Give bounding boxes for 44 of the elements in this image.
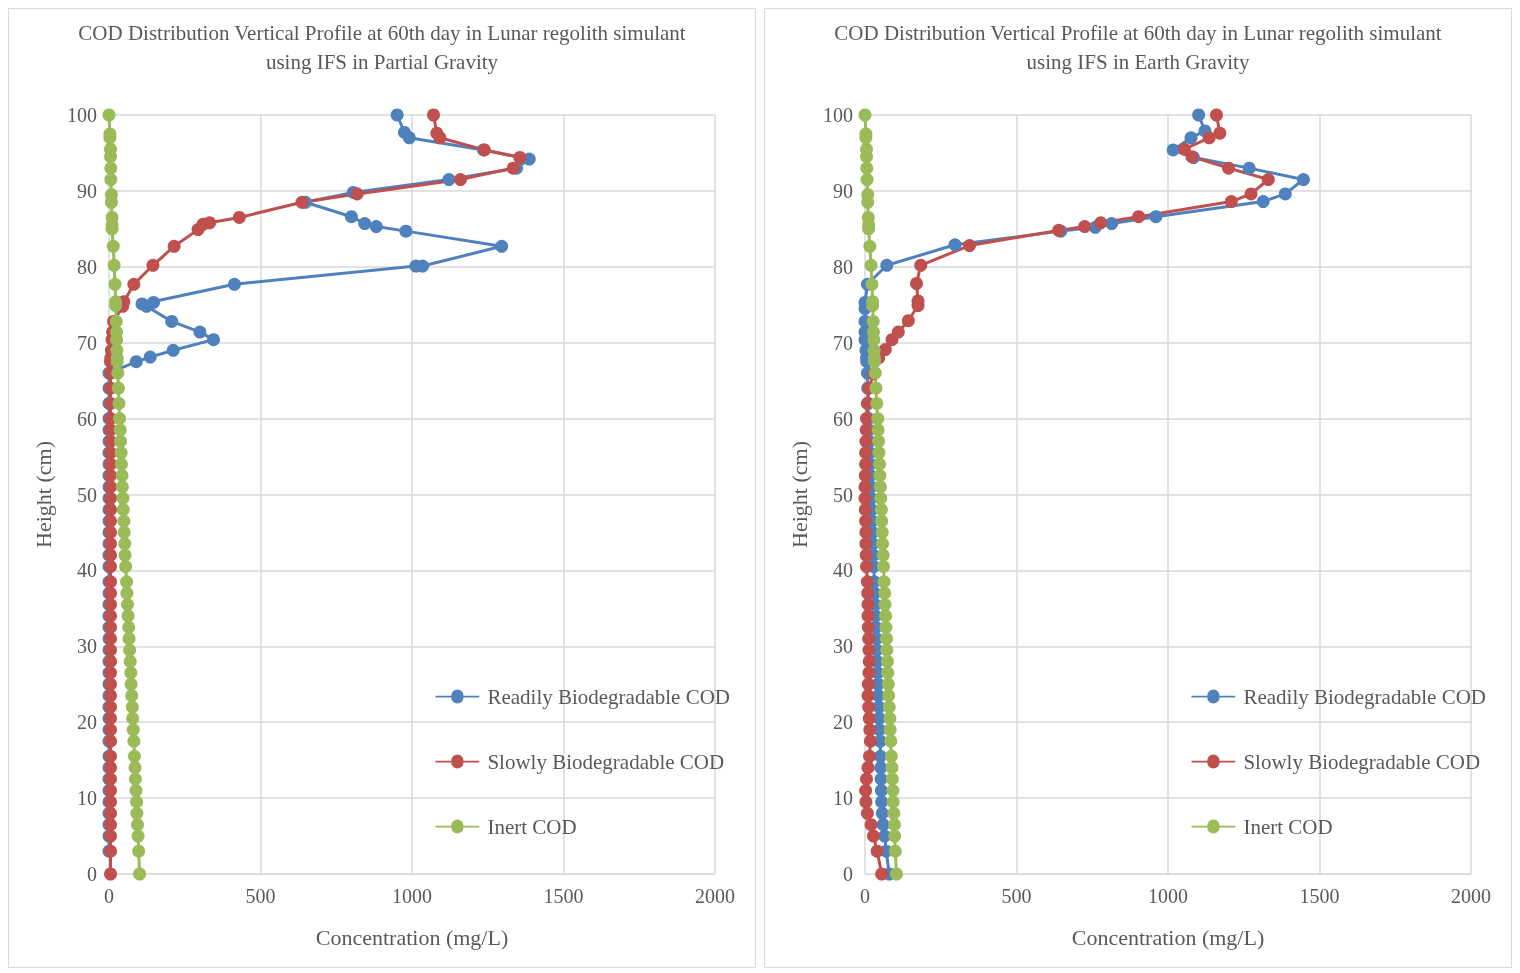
y-axis-title: Height (cm) (30, 441, 56, 548)
x-tick-label: 1500 (543, 885, 584, 907)
y-tick-label: 100 (823, 104, 853, 126)
y-tick-label: 20 (833, 711, 853, 734)
y-tick-label: 90 (77, 179, 97, 202)
x-tick-label: 1500 (1299, 885, 1340, 907)
y-tick-label: 50 (833, 483, 853, 506)
x-tick-label: 2000 (695, 885, 735, 907)
legend-label: Slowly Biodegradable COD (1243, 749, 1481, 774)
y-tick-label: 80 (833, 255, 853, 278)
y-tick-label: 70 (77, 331, 97, 354)
y-tick-label: 0 (843, 863, 853, 885)
y-tick-label: 30 (833, 635, 853, 658)
legend-label: Readily Biodegradable COD (1243, 684, 1486, 709)
x-axis-title: Concentration (mg/L) (1071, 924, 1265, 950)
y-tick-label: 90 (833, 179, 853, 202)
y-tick-label: 80 (77, 255, 97, 278)
y-tick-label: 10 (77, 787, 97, 810)
x-tick-label: 500 (245, 885, 276, 907)
legend-label: Readily Biodegradable COD (487, 684, 730, 709)
y-tick-label: 100 (67, 104, 97, 126)
x-axis-title: Concentration (mg/L) (315, 924, 509, 950)
y-tick-label: 40 (833, 559, 853, 582)
chart-title: COD Distribution Vertical Profile at 60th day in Lunar regolith simulant using IFS in Earth Gravity (833, 20, 1443, 76)
y-tick-label: 40 (77, 559, 97, 582)
y-tick-label: 0 (87, 863, 97, 885)
y-axis-title: Height (cm) (786, 441, 812, 548)
y-tick-label: 60 (833, 407, 853, 430)
y-tick-label: 60 (77, 407, 97, 430)
legend-label: Inert COD (1243, 814, 1333, 839)
legend-label: Slowly Biodegradable COD (487, 749, 725, 774)
y-tick-label: 10 (833, 787, 853, 810)
y-tick-label: 50 (77, 483, 97, 506)
y-tick-label: 20 (77, 711, 97, 734)
x-tick-label: 500 (1001, 885, 1032, 907)
y-tick-label: 70 (833, 331, 853, 354)
legend-label: Inert COD (487, 814, 577, 839)
y-tick-label: 30 (77, 635, 97, 658)
x-tick-label: 2000 (1451, 885, 1491, 907)
x-tick-label: 0 (104, 885, 114, 907)
chart-title: COD Distribution Vertical Profile at 60th day in Lunar regolith simulant using IFS in Partial Gravity (77, 20, 687, 76)
x-tick-label: 1000 (1148, 885, 1188, 907)
x-tick-label: 1000 (392, 885, 432, 907)
x-tick-label: 0 (860, 885, 870, 907)
